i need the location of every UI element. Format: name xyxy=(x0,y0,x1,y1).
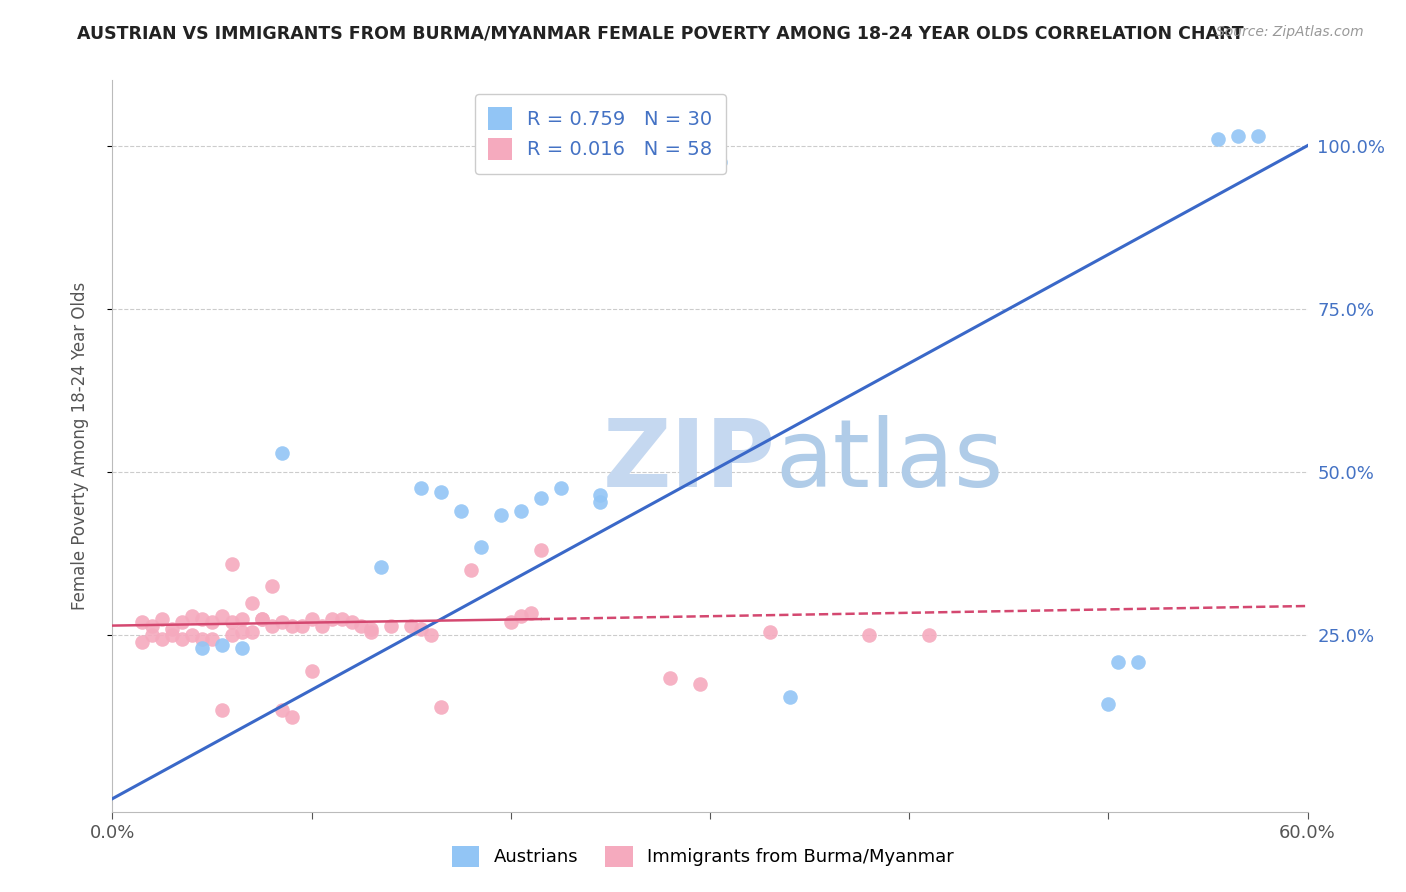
Text: atlas: atlas xyxy=(776,415,1004,507)
Point xyxy=(360,625,382,640)
Point xyxy=(689,155,711,169)
Point xyxy=(131,635,153,649)
Point xyxy=(330,612,353,626)
Point xyxy=(411,622,433,636)
Point xyxy=(221,615,243,630)
Point xyxy=(1107,655,1129,669)
Point xyxy=(211,704,233,718)
Point xyxy=(240,625,263,640)
Point xyxy=(250,612,273,626)
Point xyxy=(918,628,941,642)
Point xyxy=(659,671,682,685)
Point xyxy=(858,628,880,642)
Point xyxy=(191,612,214,626)
Point xyxy=(430,484,453,499)
Point xyxy=(231,612,253,626)
Point xyxy=(191,632,214,646)
Point xyxy=(270,704,292,718)
Point xyxy=(231,641,253,656)
Point xyxy=(779,690,801,705)
Point xyxy=(270,615,292,630)
Point xyxy=(301,612,323,626)
Point xyxy=(150,612,173,626)
Point xyxy=(430,700,453,714)
Point xyxy=(162,628,183,642)
Point xyxy=(240,596,263,610)
Point xyxy=(150,632,173,646)
Point xyxy=(172,632,194,646)
Point xyxy=(1128,655,1150,669)
Point xyxy=(460,563,482,577)
Point xyxy=(201,632,224,646)
Point xyxy=(340,615,363,630)
Point xyxy=(709,155,731,169)
Point xyxy=(270,445,292,459)
Point xyxy=(141,618,163,632)
Point xyxy=(181,608,204,623)
Point xyxy=(1247,128,1270,143)
Point xyxy=(509,608,531,623)
Point xyxy=(450,504,472,518)
Legend: R = 0.759   N = 30, R = 0.016   N = 58: R = 0.759 N = 30, R = 0.016 N = 58 xyxy=(475,94,725,174)
Point xyxy=(221,628,243,642)
Point xyxy=(281,710,304,724)
Point xyxy=(499,615,522,630)
Point xyxy=(411,482,433,496)
Text: ZIP: ZIP xyxy=(603,415,776,507)
Point xyxy=(291,618,314,632)
Point xyxy=(350,618,373,632)
Point xyxy=(211,638,233,652)
Point xyxy=(489,508,512,522)
Point xyxy=(589,488,612,502)
Y-axis label: Female Poverty Among 18-24 Year Olds: Female Poverty Among 18-24 Year Olds xyxy=(70,282,89,610)
Point xyxy=(191,641,214,656)
Point xyxy=(759,625,782,640)
Point xyxy=(589,494,612,508)
Point xyxy=(162,622,183,636)
Point xyxy=(1226,128,1249,143)
Point xyxy=(141,628,163,642)
Point xyxy=(550,482,572,496)
Point xyxy=(172,615,194,630)
Point xyxy=(250,612,273,626)
Point xyxy=(301,665,323,679)
Point xyxy=(1097,697,1119,711)
Point xyxy=(509,504,531,518)
Text: Source: ZipAtlas.com: Source: ZipAtlas.com xyxy=(1216,25,1364,39)
Point xyxy=(360,622,382,636)
Point xyxy=(530,491,553,506)
Point xyxy=(321,612,343,626)
Point xyxy=(201,615,224,630)
Point xyxy=(311,618,333,632)
Point xyxy=(211,608,233,623)
Point xyxy=(221,557,243,571)
Point xyxy=(281,618,304,632)
Point xyxy=(370,559,392,574)
Point xyxy=(470,540,492,554)
Legend: Austrians, Immigrants from Burma/Myanmar: Austrians, Immigrants from Burma/Myanmar xyxy=(446,838,960,874)
Point xyxy=(520,606,543,620)
Point xyxy=(260,579,283,593)
Point xyxy=(1206,132,1229,146)
Point xyxy=(131,615,153,630)
Point xyxy=(181,628,204,642)
Point xyxy=(689,677,711,691)
Point xyxy=(380,618,402,632)
Text: AUSTRIAN VS IMMIGRANTS FROM BURMA/MYANMAR FEMALE POVERTY AMONG 18-24 YEAR OLDS C: AUSTRIAN VS IMMIGRANTS FROM BURMA/MYANMA… xyxy=(77,25,1244,43)
Point xyxy=(530,543,553,558)
Point xyxy=(420,628,443,642)
Point xyxy=(231,625,253,640)
Point xyxy=(260,618,283,632)
Point xyxy=(401,618,423,632)
